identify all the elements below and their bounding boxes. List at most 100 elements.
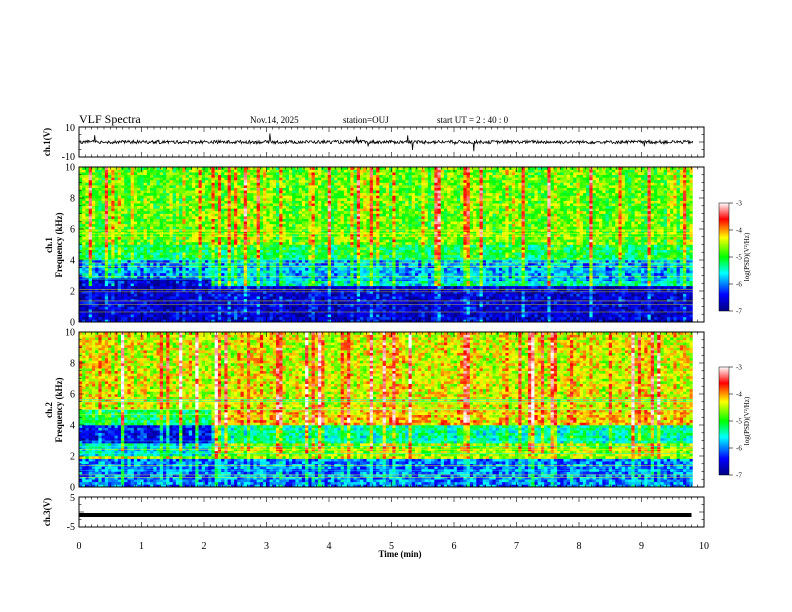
spectrogram-cell (285, 303, 290, 307)
spectrogram-cell (234, 185, 238, 188)
spectrogram-cell (111, 223, 115, 227)
spectrogram-cell (343, 192, 348, 196)
spectrogram-cell (246, 311, 251, 315)
spectrogram-cell (159, 185, 164, 188)
spectrogram-cell (120, 239, 125, 243)
spectrogram-cell (146, 280, 151, 284)
spectrogram-cell (104, 218, 109, 222)
spectrogram-cell (337, 213, 341, 217)
spectrogram-cell (279, 296, 283, 300)
spectrogram-cell (175, 221, 180, 225)
spectrogram-cell (133, 306, 138, 310)
spectrogram-cell (224, 283, 228, 287)
spectrogram-cell (243, 254, 248, 258)
spectrogram-cell (211, 298, 215, 302)
spectrogram-cell (185, 319, 190, 322)
spectrogram-cell (101, 239, 106, 243)
spectrogram-cell (104, 316, 109, 320)
spectrogram-cell (243, 260, 248, 263)
spectrogram-cell (82, 179, 86, 183)
spectrogram-cell (204, 198, 209, 201)
spectrogram-cell (337, 167, 341, 170)
spectrogram-cell (91, 309, 96, 312)
spectrogram-cell (117, 177, 122, 181)
spectrogram-cell (327, 311, 332, 315)
spectrogram-cell (337, 241, 341, 245)
spectrogram-cell (166, 247, 170, 250)
spectrogram-cell (295, 288, 299, 292)
spectrogram-cell (162, 252, 167, 256)
spectrogram-cell (327, 195, 332, 199)
spectrogram-cell (175, 275, 180, 279)
spectrogram-cell (114, 205, 119, 209)
spectrogram-cell (143, 265, 148, 269)
spectrogram-cell (130, 231, 135, 235)
spectrogram-cell (201, 187, 206, 191)
spectrogram-cell (285, 249, 290, 253)
spectrogram-cell (130, 244, 135, 248)
spectrogram-cell (266, 244, 270, 248)
spectrogram-cell (327, 257, 332, 261)
spectrogram-cell (175, 226, 180, 230)
spectrogram-cell (321, 241, 325, 245)
spectrogram-cell (240, 296, 245, 300)
spectrogram-cell (172, 265, 177, 269)
spectrogram-cell (120, 316, 125, 320)
spectrogram-cell (179, 296, 183, 300)
spectrogram-cell (211, 218, 215, 222)
spectrogram-cell (146, 301, 151, 305)
spectrogram-cell (79, 306, 83, 310)
spectrogram-cell (243, 278, 248, 281)
spectrogram-cell (137, 249, 141, 253)
spectrogram-cell (88, 177, 93, 181)
spectrogram-cell (288, 254, 293, 258)
spectrogram-cell (330, 179, 335, 183)
spectrogram-cell (279, 198, 283, 201)
spectrogram-cell (179, 311, 183, 315)
spectrogram-cell (279, 167, 283, 170)
spectrogram-cell (288, 272, 293, 276)
spectrogram-cell (146, 272, 151, 276)
spectrogram-cell (285, 174, 290, 178)
spectrogram-cell (237, 234, 241, 238)
spectrogram-cell (182, 223, 186, 227)
spectrogram-cell (117, 265, 122, 269)
spectrogram-cell (159, 247, 164, 250)
spectrogram-cell (334, 265, 338, 269)
spectrogram-cell (143, 283, 148, 287)
spectrogram-cell (324, 200, 329, 204)
spectrogram-cell (79, 252, 83, 256)
spectrogram-cell (288, 210, 293, 214)
spectrogram-cell (237, 169, 241, 173)
spectrogram-cell (104, 262, 109, 266)
spectrogram-cell (276, 187, 280, 191)
spectrogram-cell (179, 247, 183, 250)
spectrogram-cell (263, 241, 267, 245)
spectrogram-cell (221, 218, 225, 222)
spectrogram-cell (266, 174, 270, 178)
spectrogram-cell (198, 234, 203, 238)
spectrogram-cell (172, 195, 177, 199)
spectrogram-cell (98, 249, 102, 253)
spectrogram-cell (159, 216, 164, 219)
spectrogram-cell (127, 311, 131, 315)
spectrogram-cell (137, 236, 141, 240)
spectrogram-cell (224, 187, 228, 191)
spectrogram-cell (321, 262, 325, 266)
spectrogram-cell (330, 247, 335, 250)
spectrogram-cell (82, 262, 86, 266)
spectrogram-cell (198, 275, 203, 279)
spectrogram-cell (250, 314, 254, 318)
spectrogram-cell (204, 306, 209, 310)
spectrogram-cell (95, 195, 99, 199)
spectrogram-cell (240, 167, 245, 170)
spectrogram-cell (266, 275, 270, 279)
spectrogram-cell (185, 241, 190, 245)
spectrogram-cell (343, 285, 348, 289)
spectrogram-cell (192, 231, 196, 235)
spectrogram-cell (111, 226, 115, 230)
spectrogram-cell (272, 177, 277, 181)
spectrogram-cell (159, 311, 164, 315)
spectrogram-cell (153, 187, 157, 191)
spectrogram-cell (188, 216, 193, 219)
